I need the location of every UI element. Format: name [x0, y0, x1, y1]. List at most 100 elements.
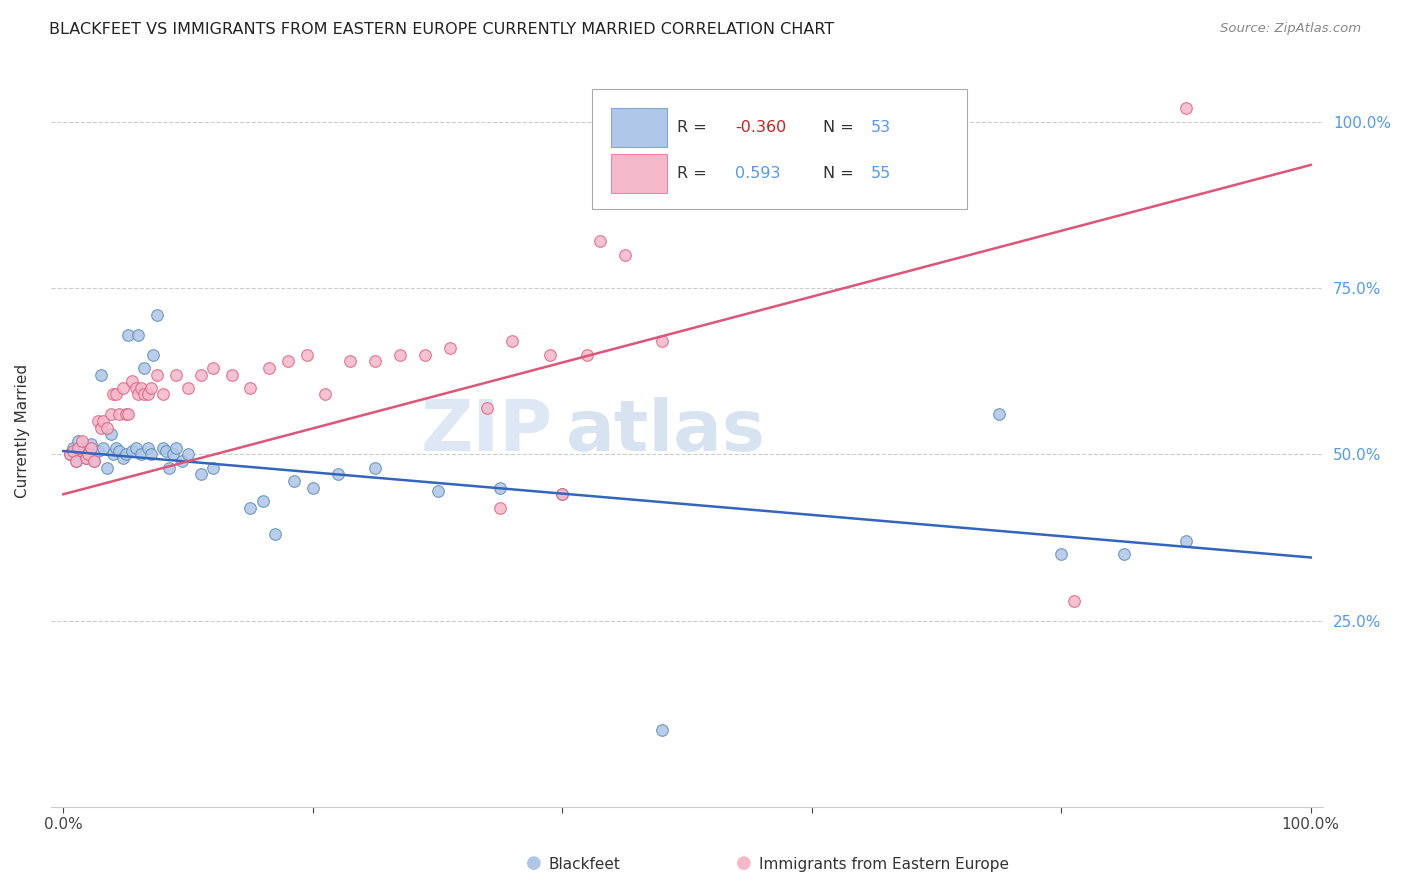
Point: [301, 481, 323, 495]
Text: ●: ●: [526, 855, 541, 872]
Point: [100, 408, 122, 422]
Point: [96, 421, 118, 435]
Point: [91, 441, 114, 455]
Point: [152, 387, 174, 401]
Point: [142, 347, 165, 361]
Point: [489, 500, 512, 515]
Point: [170, 454, 193, 468]
Text: R =: R =: [676, 120, 711, 135]
Point: [155, 444, 177, 458]
Text: ZIP: ZIP: [422, 397, 554, 466]
Point: [252, 494, 274, 508]
Point: [413, 347, 436, 361]
Point: [96, 460, 118, 475]
Point: [501, 334, 523, 349]
Point: [162, 447, 184, 461]
Point: [77, 447, 100, 461]
Point: [146, 308, 169, 322]
Point: [87, 414, 110, 428]
Point: [152, 441, 174, 455]
Point: [87, 444, 110, 458]
Point: [538, 347, 561, 361]
Point: [80, 441, 103, 455]
Point: [257, 360, 280, 375]
FancyBboxPatch shape: [610, 154, 666, 194]
Point: [190, 368, 212, 382]
Point: [439, 341, 461, 355]
Point: [389, 347, 412, 361]
Point: [75, 450, 97, 465]
Y-axis label: Currently Married: Currently Married: [15, 364, 30, 498]
Point: [62, 444, 84, 458]
Point: [551, 487, 574, 501]
Point: [1050, 547, 1073, 561]
Point: [91, 414, 114, 428]
Point: [283, 474, 305, 488]
Point: [165, 441, 187, 455]
Text: N =: N =: [823, 167, 859, 181]
Point: [114, 408, 136, 422]
Point: [117, 327, 139, 342]
Point: [576, 347, 599, 361]
Point: [104, 387, 127, 401]
Text: -0.360: -0.360: [735, 120, 787, 135]
Point: [136, 387, 159, 401]
Point: [489, 481, 512, 495]
Point: [613, 248, 636, 262]
Point: [177, 447, 200, 461]
Point: [1175, 533, 1198, 548]
Point: [67, 434, 90, 448]
Point: [139, 447, 162, 461]
Point: [70, 444, 93, 458]
Point: [201, 360, 224, 375]
Point: [264, 527, 287, 541]
Point: [239, 500, 262, 515]
Point: [121, 444, 143, 458]
Point: [129, 447, 152, 461]
Text: 0.593: 0.593: [735, 167, 780, 181]
Text: Immigrants from Eastern Europe: Immigrants from Eastern Europe: [759, 857, 1010, 872]
Point: [58, 447, 80, 461]
Point: [221, 368, 243, 382]
Point: [65, 454, 87, 468]
Point: [477, 401, 499, 415]
Text: 55: 55: [870, 167, 890, 181]
Point: [100, 427, 122, 442]
Point: [239, 381, 262, 395]
Point: [117, 408, 139, 422]
Point: [112, 381, 135, 395]
Text: BLACKFEET VS IMMIGRANTS FROM EASTERN EUROPE CURRENTLY MARRIED CORRELATION CHART: BLACKFEET VS IMMIGRANTS FROM EASTERN EUR…: [49, 22, 834, 37]
Text: 53: 53: [870, 120, 890, 135]
Point: [157, 460, 180, 475]
Text: N =: N =: [823, 120, 859, 135]
Point: [201, 460, 224, 475]
FancyBboxPatch shape: [610, 108, 666, 147]
Point: [90, 368, 112, 382]
Point: [65, 454, 87, 468]
Point: [67, 441, 90, 455]
Point: [426, 483, 449, 498]
Text: ●: ●: [737, 855, 752, 872]
Point: [83, 454, 105, 468]
Point: [190, 467, 212, 482]
Point: [75, 450, 97, 465]
Point: [146, 368, 169, 382]
Point: [83, 454, 105, 468]
Point: [108, 444, 131, 458]
Point: [134, 360, 156, 375]
Point: [80, 437, 103, 451]
Point: [121, 374, 143, 388]
Point: [127, 387, 149, 401]
Point: [58, 447, 80, 461]
Point: [1112, 547, 1135, 561]
Point: [103, 387, 125, 401]
Point: [314, 387, 336, 401]
Point: [364, 460, 387, 475]
Point: [165, 368, 187, 382]
Point: [295, 347, 318, 361]
Point: [139, 381, 162, 395]
Point: [177, 381, 200, 395]
Point: [127, 327, 149, 342]
Point: [112, 450, 135, 465]
Point: [987, 408, 1010, 422]
